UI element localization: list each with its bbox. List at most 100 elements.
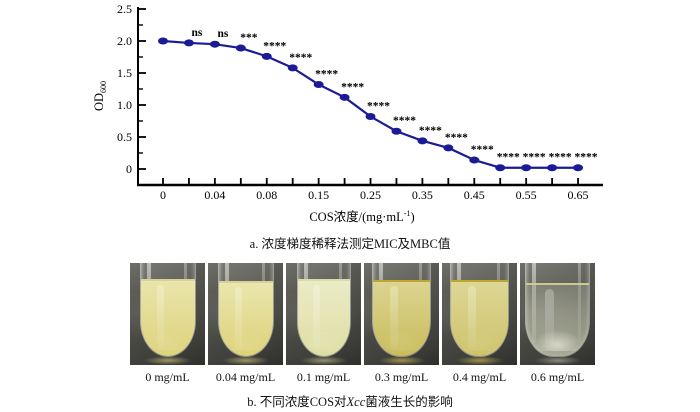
caption-b: b. 不同浓度COS对Xcc菌液生长的影响 [0, 391, 700, 410]
data-point-marker [547, 164, 558, 172]
significance-label: **** [393, 115, 416, 127]
tube-label: 0.4 mg/mL [452, 370, 507, 384]
significance-label: **** [419, 125, 442, 137]
data-point-marker [521, 164, 532, 172]
bottom-light-glow [224, 329, 267, 351]
data-point-marker [261, 52, 272, 60]
data-point-marker [417, 137, 428, 145]
culture-liquid [373, 280, 430, 356]
x-tick-label: 0.15 [308, 188, 329, 202]
data-point-marker [573, 164, 584, 172]
tube-label: 0 mg/mL [145, 370, 190, 384]
y-tick-label: 2.5 [117, 2, 132, 16]
significance-label: **** [575, 152, 598, 164]
data-point-marker [287, 64, 298, 72]
tube-photo [208, 263, 283, 365]
significance-label: **** [471, 144, 494, 156]
tube-photo [442, 263, 517, 365]
floor-reflection [299, 356, 348, 365]
significance-label: ns [217, 28, 228, 40]
significance-label: **** [367, 101, 390, 113]
data-point-marker [469, 156, 480, 164]
culture-liquid [140, 279, 195, 356]
x-tick-label: 0.04 [204, 188, 225, 202]
y-tick-label: 1.0 [117, 98, 132, 112]
data-point-marker [313, 81, 324, 89]
y-tick-label: 1.5 [117, 66, 132, 80]
data-point-marker [339, 93, 350, 101]
test-tube [296, 263, 351, 357]
y-tick-label: 0 [126, 162, 132, 176]
tube-photo-panel: 0.1 mg/mL [286, 263, 361, 385]
x-tick-label: 0.25 [360, 188, 381, 202]
data-point-marker [495, 164, 506, 172]
significance-label: **** [289, 52, 312, 64]
significance-label: **** [549, 152, 572, 164]
od-line-chart: 0 0.5 1.0 1.5 2.0 2.5 0 0.04 0.08 0.15 0.25 0.35 0.4… [92, 2, 603, 224]
culture-liquid [451, 280, 508, 356]
tube-photo-panel: 0.4 mg/mL [442, 263, 517, 385]
x-tick-label: 0.08 [256, 188, 277, 202]
floor-reflection [143, 356, 192, 365]
floor-reflection [221, 356, 270, 365]
y-tick-label: 2.0 [117, 34, 132, 48]
bottom-light-glow [379, 328, 424, 351]
tube-photo [130, 263, 205, 365]
tube-photo [520, 263, 595, 365]
tube-label: 0.3 mg/mL [374, 370, 429, 384]
test-tube [372, 263, 431, 357]
data-point-marker [183, 39, 194, 47]
y-tick-label: 0.5 [117, 130, 132, 144]
significance-label: **** [497, 152, 520, 164]
bottom-light-glow [146, 328, 189, 351]
significance-label: *** [240, 32, 258, 44]
caption-b-post: 菌液生长的影响 [365, 395, 453, 409]
tube-photo [286, 263, 361, 365]
caption-a: a. 浓度梯度稀释法测定MIC及MBC值 [0, 233, 700, 252]
tube-photo-panel: 0.6 mg/mL [520, 263, 595, 385]
tube-photo-panel: 0.04 mg/mL [208, 263, 283, 385]
data-point-marker [209, 40, 220, 48]
test-tube [139, 263, 196, 357]
test-tube [217, 263, 274, 357]
x-axis-title: COS浓度/(mg·mL-1) [309, 209, 414, 224]
tube-label: 0.1 mg/mL [296, 370, 351, 384]
tube-label: 0.6 mg/mL [530, 370, 585, 384]
tube-label: 0.04 mg/mL [215, 370, 276, 384]
significance-label: **** [315, 69, 338, 81]
bottom-light-glow [303, 328, 344, 351]
culture-liquid [526, 283, 589, 356]
x-tick-label: 0.55 [516, 188, 537, 202]
x-tick-label: 0.45 [464, 188, 485, 202]
caption-a-text: a. 浓度梯度稀释法测定MIC及MBC值 [249, 237, 451, 251]
significance-label: **** [445, 132, 468, 144]
culture-liquid [218, 281, 273, 356]
significance-label: **** [523, 152, 546, 164]
photo-strip: 0 mg/mL 0.04 mg/mL 0.1 mg/mL 0.3 mg/mL 0.4 m… [130, 263, 595, 385]
test-tube [525, 263, 590, 357]
x-tick-label: 0.65 [568, 188, 589, 202]
significance-label: **** [263, 40, 286, 52]
floor-reflection [533, 356, 582, 365]
bottom-light-glow [457, 328, 502, 351]
tube-photo [364, 263, 439, 365]
floor-reflection [455, 356, 504, 365]
data-point-marker [158, 37, 168, 45]
data-point-marker [443, 144, 454, 152]
caption-b-pre: b. 不同浓度COS对 [247, 395, 347, 409]
culture-liquid [297, 279, 350, 356]
data-point-marker [365, 113, 376, 121]
floor-reflection [377, 356, 426, 365]
test-tube [450, 263, 509, 357]
significance-label: ns [192, 27, 203, 39]
x-tick-label: 0.35 [412, 188, 433, 202]
tube-photo-panel: 0.3 mg/mL [364, 263, 439, 385]
significance-label: **** [341, 81, 364, 93]
y-axis-title: OD600 [92, 81, 108, 111]
data-point-marker [235, 44, 246, 52]
bottom-light-glow [533, 329, 582, 351]
caption-b-italic: Xcc [346, 395, 366, 409]
data-point-marker [391, 127, 402, 135]
x-tick-label: 0 [160, 188, 166, 202]
